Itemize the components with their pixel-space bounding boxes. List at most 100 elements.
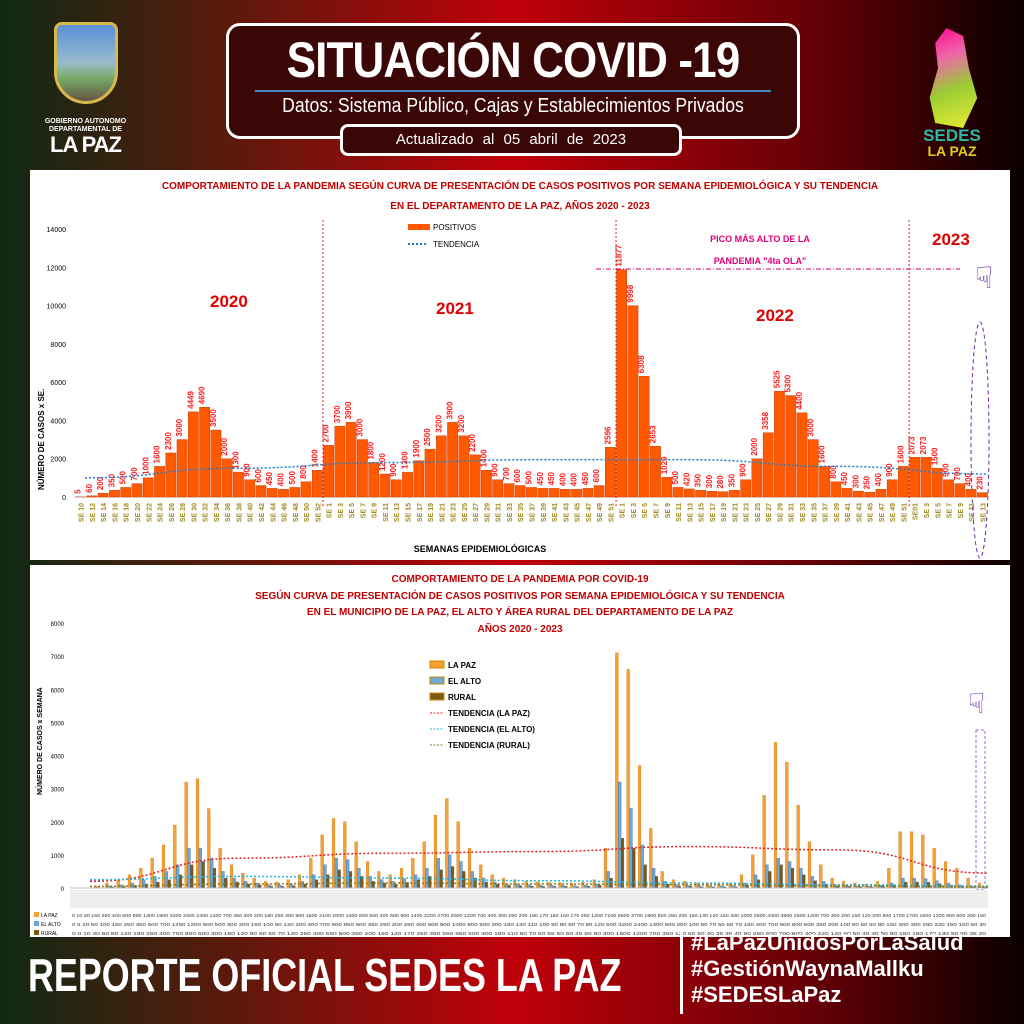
data-label: 1300 <box>231 451 240 469</box>
x-tick-label: SE 20 <box>135 503 142 522</box>
x-tick-label: SE 24 <box>158 503 165 522</box>
x-tick-label: SE 29 <box>777 503 784 522</box>
bar-positivos <box>233 471 244 498</box>
legend-label: TENDENCIA (EL ALTO) <box>448 725 535 734</box>
bar-positivos <box>965 489 977 498</box>
bar-la-paz <box>943 861 948 889</box>
data-label: 300 <box>705 474 714 488</box>
bar-positivos <box>357 439 368 498</box>
table-row-values: 0 5 20 60 100 150 250 350 500 700 1200 1… <box>72 922 987 927</box>
data-label: 300 <box>851 474 860 488</box>
bar-la-paz <box>422 841 426 889</box>
data-label: 900 <box>491 463 500 477</box>
y-axis-label: NÚMERO DE CASOS x SEMANA <box>35 687 44 795</box>
bar-positivos <box>841 488 853 498</box>
x-tick-label: SE 7 <box>360 503 367 518</box>
data-label: 3500 <box>209 409 218 427</box>
bar-positivos <box>424 448 436 498</box>
x-tick-label: SE 26 <box>169 503 176 522</box>
bar-rural <box>212 867 217 889</box>
bar-positivos <box>672 487 684 498</box>
data-label: 800 <box>299 465 308 479</box>
data-label: 2300 <box>164 432 173 450</box>
hashtag: #SEDESLaPaz <box>691 982 842 1007</box>
x-tick-label: SE 10 <box>79 503 86 522</box>
bar-la-paz <box>626 669 630 889</box>
data-label: 900 <box>885 463 894 477</box>
bar-la-paz <box>649 828 653 889</box>
annotation-text: PANDEMIA "4ta OLA" <box>714 256 807 266</box>
bar-positivos <box>864 492 875 498</box>
bar-la-paz <box>456 821 460 889</box>
data-label: 1800 <box>367 441 376 459</box>
x-tick-label: SE 11 <box>676 503 683 522</box>
bar-positivos <box>548 488 560 498</box>
x-tick-label: SE 7 <box>947 503 954 518</box>
y-tick-label: 0 <box>62 495 66 502</box>
x-tick-label: SE 18 <box>124 503 131 522</box>
logo-text: SEDES <box>923 126 981 145</box>
bar-rural <box>394 883 398 889</box>
x-tick-label: SE 17 <box>710 503 717 522</box>
data-label: 200 <box>96 476 105 490</box>
bar-rural <box>224 877 228 889</box>
x-tick-label: SE 33 <box>800 503 807 522</box>
y-tick-label: 2000 <box>50 457 66 464</box>
bar-rural <box>450 866 455 889</box>
bar-rural <box>326 874 330 889</box>
y-tick-label: 0 <box>61 887 65 893</box>
y-tick-label: 6000 <box>51 688 65 694</box>
bar-la-paz <box>354 841 358 889</box>
x-tick-label: SE 13 <box>687 503 694 522</box>
x-tick-label: SE 33 <box>507 503 514 522</box>
chart-municipios: COMPORTAMIENTO DE LA PANDEMIA POR COVID-… <box>30 565 1010 937</box>
bar-positivos <box>593 485 605 498</box>
bar-positivos <box>695 490 706 498</box>
bar-positivos <box>830 481 842 498</box>
bar-la-paz <box>637 765 642 889</box>
x-tick-label: SE 51 <box>901 503 908 522</box>
bar-positivos <box>605 447 616 498</box>
data-label: 3900 <box>344 401 353 419</box>
bar-positivos <box>740 479 751 498</box>
bar-la-paz <box>320 834 324 889</box>
bar-el-alto <box>142 879 146 889</box>
data-label: 4400 <box>795 391 804 409</box>
bar-la-paz <box>762 795 766 889</box>
chart-svg: COMPORTAMIENTO DE LA PANDEMIA SEGÚN CURV… <box>37 179 993 559</box>
data-label: 400 <box>874 472 883 486</box>
gobierno-la-paz-logo: GOBIERNO AUTONOMO DEPARTAMENTAL DE LA PA… <box>38 22 133 172</box>
x-tick-label: SE 41 <box>552 503 559 522</box>
chart-departamento: COMPORTAMIENTO DE LA PANDEMIA SEGÚN CURV… <box>30 170 1010 560</box>
hashtags: #LaPazUnidosPorLaSalud #GestiónWaynaMall… <box>680 930 990 1014</box>
x-tick-label: SE 42 <box>259 503 266 522</box>
bar-positivos <box>492 479 504 498</box>
bar-la-paz <box>660 871 664 889</box>
data-label: 1000 <box>141 457 150 475</box>
bar-positivos <box>526 487 537 498</box>
bar-la-paz <box>467 848 472 889</box>
bar-positivos <box>244 479 256 498</box>
y-axis-label: NÚMERO DE CASOS x SE. <box>37 389 46 490</box>
page-subtitle: Datos: Sistema Público, Cajas y Establec… <box>282 95 744 117</box>
x-tick-label: SE 52 <box>315 503 322 522</box>
bar-positivos <box>131 483 143 498</box>
bar-positivos <box>514 485 526 498</box>
data-label: 4449 <box>186 390 195 408</box>
coat-of-arms-icon <box>53 22 118 104</box>
bar-la-paz <box>671 879 676 889</box>
x-tick-label: SE 37 <box>823 503 830 522</box>
bar-la-paz <box>615 652 619 889</box>
bar-positivos <box>943 479 954 498</box>
footer-title: REPORTE OFICIAL SEDES LA PAZ <box>28 949 622 1001</box>
data-label: 1400 <box>310 449 319 467</box>
x-tick-label: SE 49 <box>597 503 604 522</box>
x-tick-label: SE 3 <box>338 503 345 518</box>
bar-el-alto <box>380 879 384 889</box>
trend-line <box>84 458 989 479</box>
data-label: 3358 <box>761 411 770 429</box>
bar-el-alto <box>754 874 758 889</box>
hashtag: #GestiónWaynaMallku <box>691 956 924 981</box>
bar-la-paz <box>796 805 800 889</box>
x-tick-label: SE 47 <box>586 503 593 522</box>
